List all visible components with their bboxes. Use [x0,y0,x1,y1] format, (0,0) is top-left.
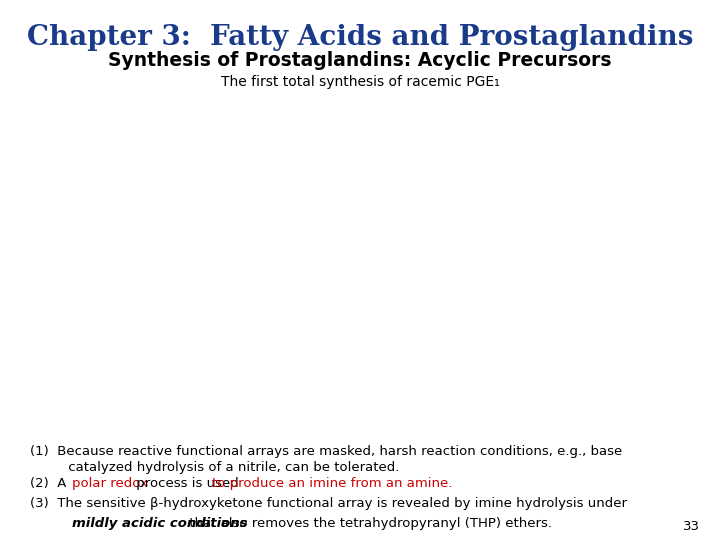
Text: that also removes the tetrahydropyranyl (THP) ethers.: that also removes the tetrahydropyranyl … [185,517,552,530]
Text: to produce an imine from an amine.: to produce an imine from an amine. [212,477,453,490]
Text: (2)  A: (2) A [30,477,71,490]
Text: process is used: process is used [132,477,243,490]
Text: The first total synthesis of racemic PGE₁: The first total synthesis of racemic PGE… [220,75,500,89]
Text: mildly acidic conditions: mildly acidic conditions [72,517,248,530]
Text: (3)  The sensitive β-hydroxyketone functional array is revealed by imine hydroly: (3) The sensitive β-hydroxyketone functi… [30,497,627,510]
Text: polar redox: polar redox [72,477,148,490]
Text: Chapter 3:  Fatty Acids and Prostaglandins: Chapter 3: Fatty Acids and Prostaglandin… [27,24,693,51]
Text: 33: 33 [683,520,700,533]
Text: (1)  Because reactive functional arrays are masked, harsh reaction conditions, e: (1) Because reactive functional arrays a… [30,446,623,474]
Text: Synthesis of Prostaglandins: Acyclic Precursors: Synthesis of Prostaglandins: Acyclic Pre… [108,51,612,70]
